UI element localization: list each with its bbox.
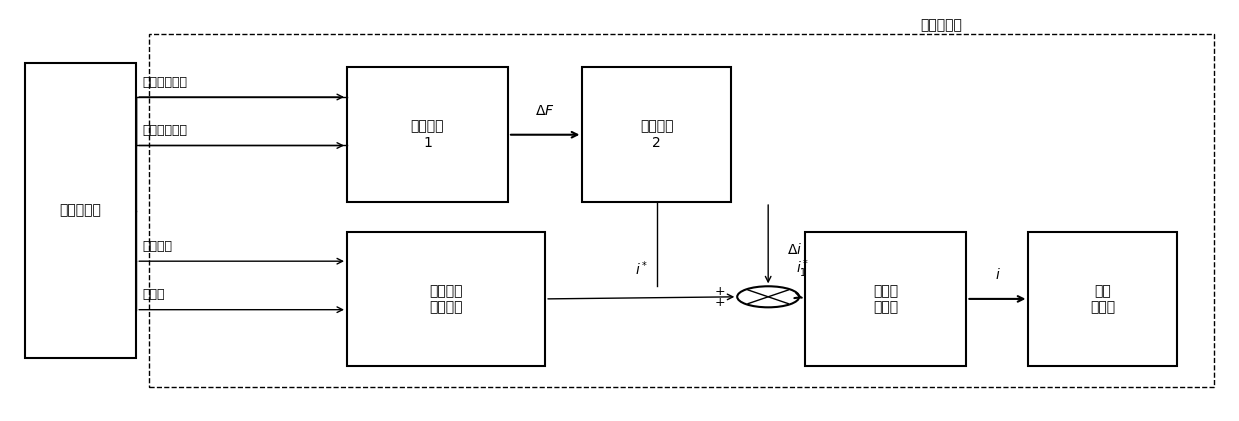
Text: $\Delta F$: $\Delta F$ — [535, 104, 555, 118]
Bar — [1028, 232, 1177, 366]
Text: 车辆运行速度: 车辆运行速度 — [142, 76, 187, 88]
Text: 加速度: 加速度 — [142, 288, 165, 301]
Circle shape — [737, 286, 799, 307]
Text: 计算模块
1: 计算模块 1 — [410, 120, 445, 150]
Text: $i_1^*$: $i_1^*$ — [795, 257, 809, 280]
Text: 车辆运行方向: 车辆运行方向 — [142, 124, 187, 137]
Text: 悬浮
电磁铁: 悬浮 电磁铁 — [1090, 284, 1115, 314]
Text: $i$: $i$ — [995, 267, 1000, 282]
Text: $i^*$: $i^*$ — [634, 259, 648, 278]
Text: +: + — [714, 285, 725, 298]
Text: $\Delta i$: $\Delta i$ — [787, 242, 802, 257]
Bar — [25, 63, 136, 358]
Text: 悬浮间隙
控制模块: 悬浮间隙 控制模块 — [429, 284, 463, 314]
Bar — [149, 34, 1214, 387]
Text: +: + — [714, 296, 725, 309]
Text: 悬浮间隙: 悬浮间隙 — [142, 240, 172, 253]
Text: 悬浮控制器: 悬浮控制器 — [921, 18, 963, 32]
Text: 计算模块
2: 计算模块 2 — [639, 120, 674, 150]
Bar — [582, 67, 731, 202]
Text: 电流控
制模块: 电流控 制模块 — [873, 284, 898, 314]
Bar — [347, 232, 545, 366]
Bar — [347, 67, 508, 202]
Text: 悬浮传感器: 悬浮传感器 — [59, 203, 102, 218]
Bar — [805, 232, 966, 366]
